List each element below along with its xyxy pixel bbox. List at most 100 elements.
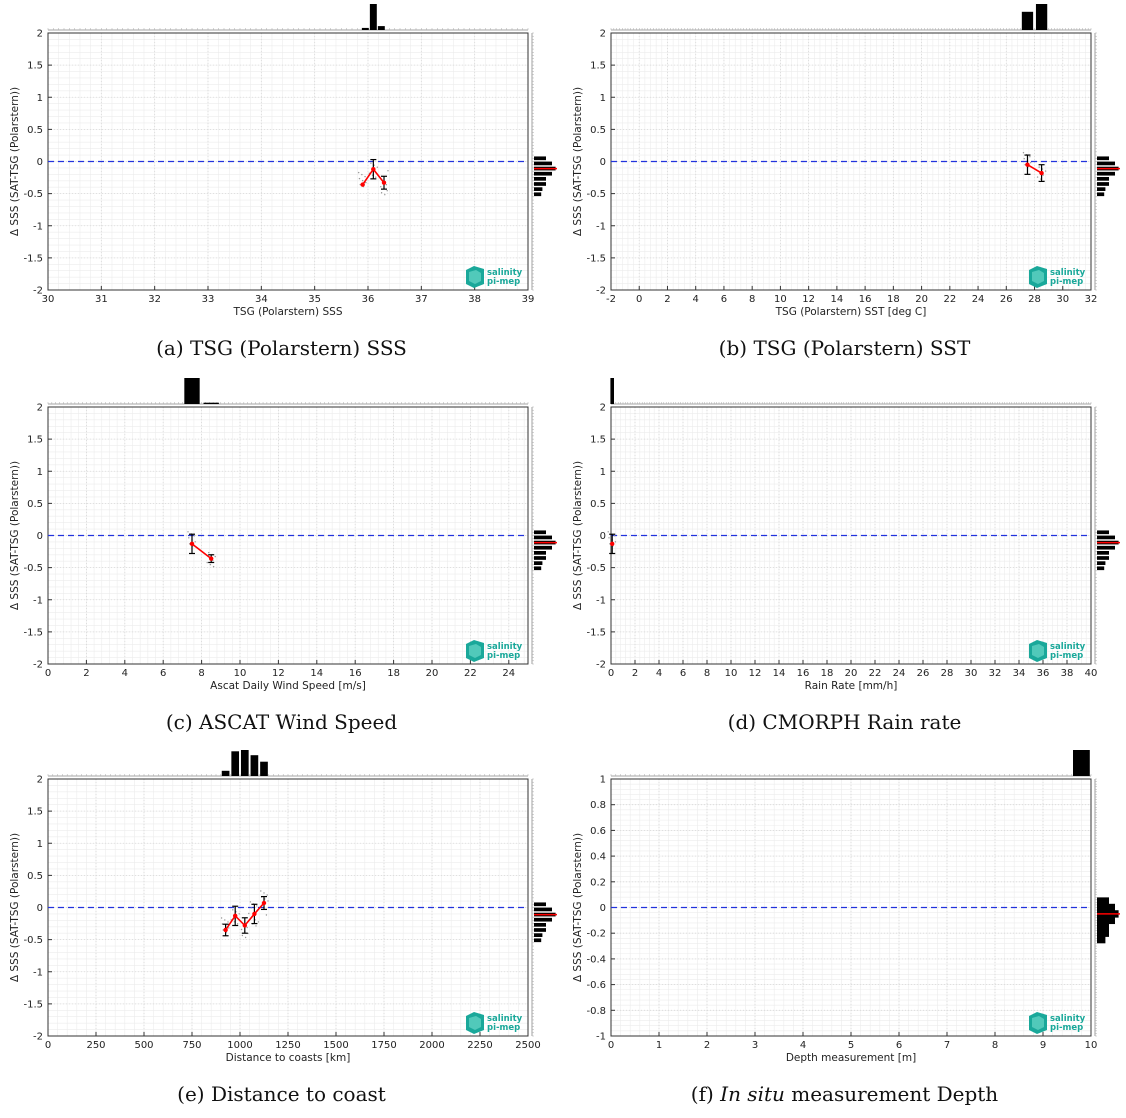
- x-tick-label: 22: [943, 294, 956, 305]
- caption-label: (a): [156, 336, 190, 360]
- logo-line1: salinity: [487, 1014, 523, 1024]
- grid: [47, 32, 529, 291]
- right-hist-bar: [1097, 176, 1109, 181]
- chart-panel: 0 1 2 3 4 5 6 7 8 9 10 -1 -0.8 -0.6 -0.4 -0.2 0 0.2 0.4 0.6…: [563, 746, 1126, 1118]
- logo-line1: salinity: [1050, 642, 1086, 652]
- x-tick-label: 4: [800, 1040, 806, 1051]
- right-hist-bar: [1097, 171, 1115, 176]
- scatter-point: [1023, 158, 1025, 160]
- y-tick-label: -2: [33, 660, 43, 671]
- x-tick-label: 38: [468, 294, 481, 305]
- x-tick-label: 16: [859, 294, 872, 305]
- logo-mark-inner: [1032, 644, 1044, 658]
- scatter-point: [384, 194, 386, 196]
- chart-panel: 0 250 500 750 1000 1250 1500 1750 2000 2250 2500 -2…: [0, 746, 563, 1118]
- x-tick-label: 33: [202, 294, 215, 305]
- scatter-point: [209, 563, 212, 566]
- top-hist-bar: [184, 378, 200, 404]
- y-axis-label: Δ SSS (SAT-TSG (Polarstern)): [9, 461, 21, 610]
- y-tick-label: -1: [33, 967, 43, 978]
- x-tick-label: 18: [387, 668, 400, 679]
- logo-line2: pi-mep: [1050, 277, 1083, 287]
- x-tick-label: -2: [606, 294, 616, 305]
- x-tick-label: 20: [426, 668, 439, 679]
- y-tick-label: 2: [37, 775, 43, 786]
- chart-svg: 30 31 32 33 34 35 36 37 38 39 -2 -1.5 -1 -0.5 0 0.5 1 1.5…: [9, 4, 557, 318]
- y-tick-label: 0.5: [27, 871, 43, 882]
- right-hist-bar: [534, 187, 543, 191]
- mean-line: [1027, 164, 1042, 174]
- mean-point: [381, 180, 387, 185]
- scatter-point: [208, 551, 210, 554]
- mean-point: [242, 923, 247, 928]
- x-tick-label: 1250: [275, 1040, 300, 1051]
- y-tick-label: -1.5: [586, 627, 606, 638]
- x-axis-label: Distance to coasts [km]: [226, 1052, 351, 1064]
- y-tick-label: -1.5: [23, 253, 43, 264]
- panel-caption: (e) Distance to coast: [0, 1082, 563, 1106]
- right-hist-bar: [1097, 530, 1109, 535]
- chart-panel: 0 2 4 6 8 10 12 14 16 18 20 22 24 26 28 30 32 34 36 38 40 -2-…: [563, 374, 1126, 746]
- scatter-point: [385, 184, 388, 186]
- y-tick-label: 0: [37, 157, 43, 168]
- y-tick-label: 2: [600, 29, 606, 40]
- scatter-point: [255, 925, 257, 927]
- top-hist-bar: [369, 4, 377, 30]
- y-tick-label: -1: [596, 221, 606, 232]
- scatter-point: [380, 192, 383, 194]
- x-tick-label: 5: [848, 1040, 854, 1051]
- y-tick-label: -0.5: [23, 935, 43, 946]
- y-tick-label: 0: [600, 903, 606, 914]
- y-tick-label: 2: [37, 29, 43, 40]
- x-tick-label: 6: [896, 1040, 902, 1051]
- scatter-point: [214, 555, 216, 558]
- scatter-point: [249, 901, 252, 903]
- right-hist-bar: [534, 928, 546, 932]
- logo-mark-inner: [1032, 270, 1044, 284]
- x-tick-label: 0: [608, 1040, 614, 1051]
- y-tick-label: 0.2: [590, 877, 606, 888]
- y-tick-label: 0.4: [590, 852, 606, 863]
- logo-mark-inner: [469, 270, 481, 284]
- y-tick-label: 1.5: [27, 61, 43, 72]
- scatter-point: [240, 928, 243, 931]
- right-hist-bar: [1097, 561, 1106, 565]
- y-tick-label: 0: [600, 531, 606, 542]
- y-tick-label: -0.5: [586, 189, 606, 200]
- x-tick-label: 10: [725, 668, 738, 679]
- right-hist-bar: [1097, 182, 1109, 186]
- y-tick-label: -1: [33, 595, 43, 606]
- x-tick-label: 0: [636, 294, 642, 305]
- x-tick-label: 10: [1085, 1040, 1098, 1051]
- y-tick-label: 0: [37, 903, 43, 914]
- panel-caption: (b) TSG (Polarstern) SST: [563, 336, 1126, 360]
- x-tick-label: 18: [887, 294, 900, 305]
- x-tick-label: 22: [869, 668, 882, 679]
- x-tick-label: 7: [944, 1040, 950, 1051]
- y-tick-label: -1.5: [23, 627, 43, 638]
- caption-label: (c): [165, 710, 200, 734]
- x-tick-label: 8: [704, 668, 710, 679]
- caption-label: (e): [177, 1082, 211, 1106]
- x-tick-label: 32: [1085, 294, 1098, 305]
- x-tick-label: 31: [95, 294, 108, 305]
- y-tick-label: -0.4: [586, 954, 606, 965]
- scatter-point: [194, 541, 196, 543]
- x-tick-label: 34: [1013, 668, 1026, 679]
- scatter-point: [257, 921, 260, 923]
- x-tick-label: 12: [802, 294, 815, 305]
- y-axis-label: Δ SSS (SAT-TSG (Polarstern)): [572, 833, 584, 982]
- mean-point: [1039, 170, 1044, 176]
- x-tick-label: 30: [1056, 294, 1069, 305]
- top-hist-bar: [221, 770, 230, 776]
- x-axis-label: TSG (Polarstern) SST [deg C]: [775, 306, 927, 318]
- scatter-point: [212, 565, 215, 568]
- x-tick-label: 22: [464, 668, 477, 679]
- scatter-point: [613, 535, 616, 537]
- chart-panel: 0 2 4 6 8 10 12 14 16 18 20 22 24 -2 -1.5 -1 -0.5 0 0.5 1 1.…: [0, 374, 563, 746]
- x-tick-label: 2250: [467, 1040, 492, 1051]
- scatter-point: [361, 173, 363, 176]
- x-tick-label: 1000: [227, 1040, 252, 1051]
